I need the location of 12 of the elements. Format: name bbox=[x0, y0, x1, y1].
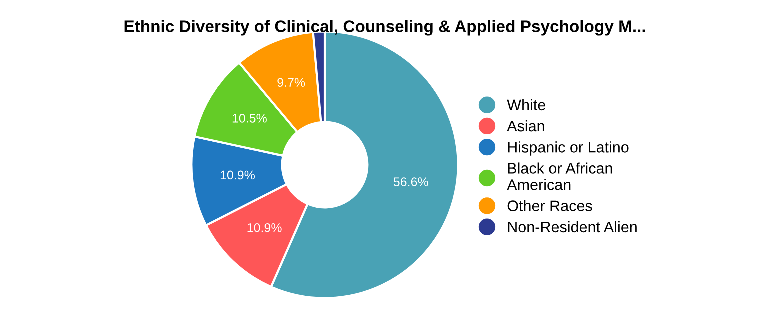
legend-label: Non-Resident Alien bbox=[508, 221, 637, 233]
legend-label: Asian bbox=[507, 120, 544, 132]
data-label: 10.9% bbox=[220, 170, 256, 180]
chart-title: Ethnic Diversity of Clinical, Counseling & Applied Psychology M... bbox=[124, 20, 646, 36]
legend-label: Hispanic or Latino bbox=[508, 142, 629, 156]
data-label: 10.5% bbox=[232, 114, 267, 123]
legend-label: White bbox=[507, 99, 546, 111]
legend-label: Black or African American bbox=[507, 162, 612, 190]
data-label: 9.7% bbox=[278, 78, 306, 88]
data-label: 56.6% bbox=[394, 178, 428, 186]
data-label: 10.9% bbox=[248, 223, 282, 232]
legend-label: Other Races bbox=[508, 200, 592, 212]
